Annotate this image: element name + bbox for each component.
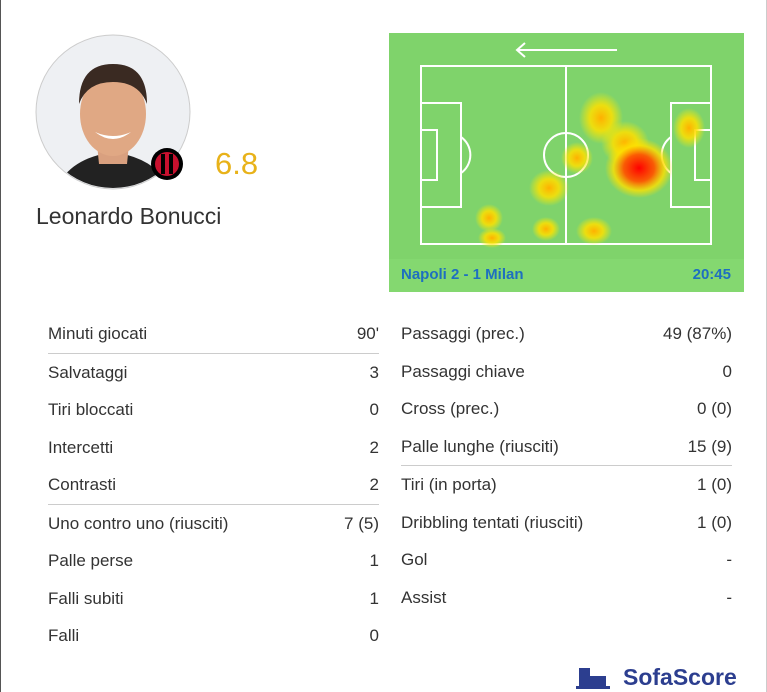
stat-value: 1 [369, 588, 379, 608]
stat-value: 0 [369, 400, 379, 419]
stat-label: Palle lunghe (riusciti) [401, 436, 559, 456]
stat-row: Palle lunghe (riusciti) 15 (9) [401, 428, 732, 466]
stat-row: Assist - [401, 579, 732, 617]
stat-value: - [726, 550, 732, 569]
stat-row: Intercetti 2 [48, 429, 379, 467]
stat-label: Falli subiti [48, 588, 124, 608]
stat-label: Minuti giocati [48, 324, 148, 343]
stat-row: Falli 0 [48, 617, 379, 655]
stats-left: Minuti giocati 90' Salvataggi 3 Tiri bloccat… [48, 315, 379, 655]
stat-value: 1 (0) [697, 512, 732, 532]
player-photo [35, 34, 191, 190]
player-rating: 6.8 [215, 146, 259, 181]
stat-value: - [726, 587, 732, 607]
stat-row: Palle perse 1 [48, 542, 379, 580]
stat-label: Cross (prec.) [401, 399, 500, 418]
stat-group: Tiri (in porta) 1 (0) Dribbling tentati (r… [401, 466, 732, 616]
stat-row: Passaggi chiave 0 [401, 353, 732, 391]
stat-row: Dribbling tentati (riusciti) 1 (0) [401, 504, 732, 542]
stat-label: Tiri (in porta) [401, 475, 497, 494]
stat-value: 0 [722, 361, 732, 381]
stat-value: 0 [369, 626, 379, 645]
stat-value: 2 [369, 475, 379, 494]
stat-row: Uno contro uno (riusciti) 7 (5) [48, 505, 379, 543]
stat-label: Salvataggi [48, 362, 128, 382]
brand-name: SofaScore [623, 664, 737, 690]
stat-row: Passaggi (prec.) 49 (87%) [401, 315, 732, 353]
stat-label: Assist [401, 587, 447, 607]
stat-row: Tiri bloccati 0 [48, 391, 379, 429]
stat-value: 0 (0) [697, 399, 732, 418]
stat-label: Gol [401, 550, 428, 569]
stat-value: 1 [369, 551, 379, 570]
player-name: Leonardo Bonucci [36, 203, 222, 229]
stats-right: Passaggi (prec.) 49 (87%) Passaggi chiave 0… [401, 315, 732, 616]
stat-label: Dribbling tentati (riusciti) [401, 512, 584, 532]
stat-row: Falli subiti 1 [48, 580, 379, 618]
stat-value: 3 [369, 362, 379, 382]
stat-value: 1 (0) [697, 475, 732, 494]
stat-value: 15 (9) [687, 436, 732, 456]
stat-group: Passaggi (prec.) 49 (87%) Passaggi chiave 0… [401, 315, 732, 466]
stat-value: 49 (87%) [663, 324, 732, 343]
heatmap: Napoli 2 - 1 Milan 20:45 [389, 33, 744, 292]
stat-row: Tiri (in porta) 1 (0) [401, 466, 732, 504]
stat-row: Cross (prec.) 0 (0) [401, 390, 732, 428]
stat-label: Palle perse [48, 551, 134, 570]
stat-row: Gol - [401, 541, 732, 579]
brand-icon [576, 668, 610, 689]
stat-label: Passaggi (prec.) [401, 324, 525, 343]
stat-label: Contrasti [48, 475, 117, 494]
stat-value: 7 (5) [344, 513, 379, 533]
match-time: 20:45 [693, 266, 731, 283]
stat-row: Salvataggi 3 [48, 354, 379, 392]
stat-label: Intercetti [48, 437, 114, 457]
match-label: Napoli 2 - 1 Milan [401, 266, 524, 283]
stat-value: 90' [356, 324, 379, 343]
stat-label: Uno contro uno (riusciti) [48, 513, 229, 533]
stat-value: 2 [369, 437, 379, 457]
stat-group: Uno contro uno (riusciti) 7 (5) Palle pers… [48, 505, 379, 655]
stat-label: Passaggi chiave [401, 361, 525, 381]
stat-row: Minuti giocati 90' [48, 315, 379, 353]
stat-label: Tiri bloccati [48, 400, 134, 419]
stat-group: Minuti giocati 90' [48, 315, 379, 354]
stat-label: Falli [48, 626, 80, 645]
stat-row: Contrasti 2 [48, 466, 379, 504]
stat-group: Salvataggi 3 Tiri bloccati 0 Intercetti 2 Cont… [48, 354, 379, 505]
